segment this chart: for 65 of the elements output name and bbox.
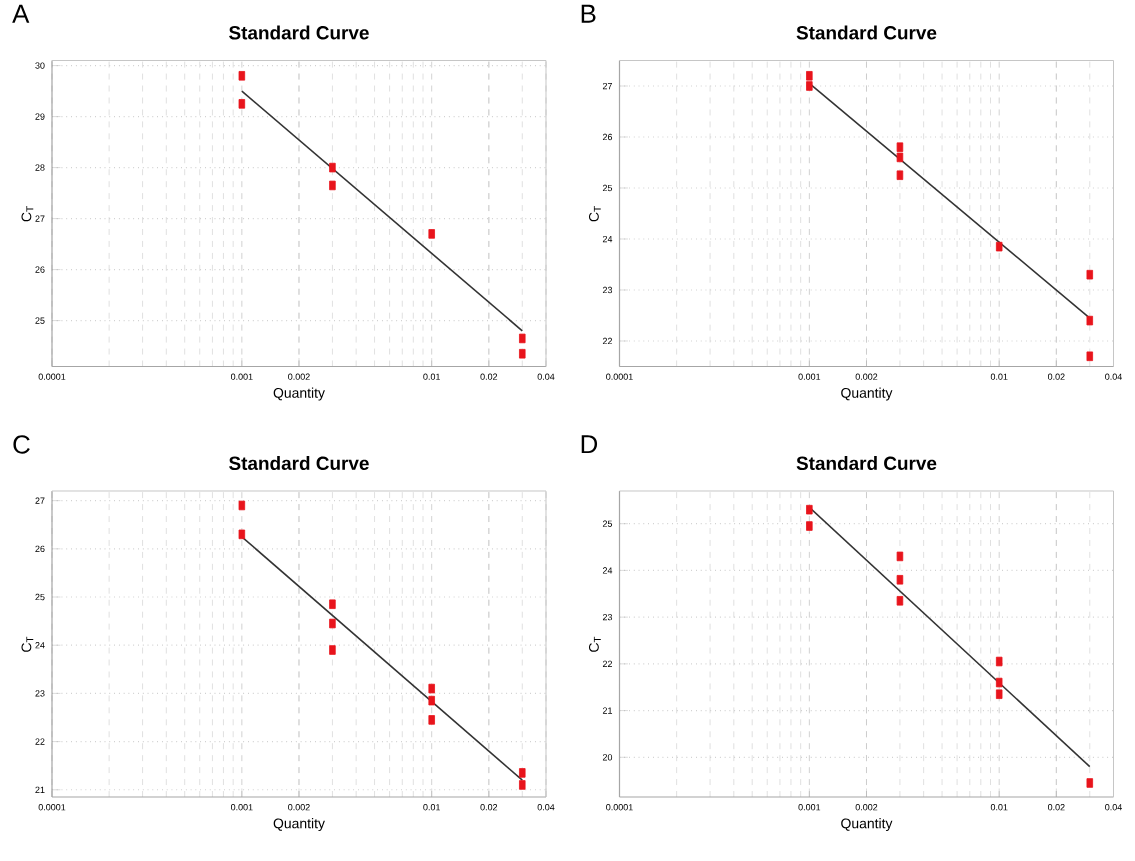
x-tick-label: 0.0001 <box>38 804 66 811</box>
y-axis-title: C$_{T}$ <box>21 206 34 222</box>
x-tick-label: 0.002 <box>855 373 878 380</box>
text: B <box>581 4 596 23</box>
y-axis-title: C$_{T}$ <box>588 636 601 652</box>
x-axis-title: Quantity <box>841 387 893 401</box>
x-tick-label: 0.02 <box>1047 373 1065 380</box>
y-tick-label: 23 <box>602 613 613 621</box>
y-tick-label: 28 <box>35 164 45 171</box>
y-tick-label: 29 <box>35 113 45 120</box>
x-tick-label: 0.001 <box>230 373 253 380</box>
x-tick-label: 0.001 <box>798 373 821 380</box>
y-axis-title: C$_{T}$ <box>588 206 601 222</box>
x-tick-label: 0.0001 <box>606 373 633 380</box>
chart-title: Standard Curve <box>796 25 937 40</box>
y-tick-label: 26 <box>602 133 613 141</box>
x-axis-title: Quantity <box>273 818 325 832</box>
x-tick-label: 0.0001 <box>606 804 633 811</box>
x-tick-label: 0.02 <box>480 804 498 811</box>
y-tick-label: 25 <box>602 184 613 192</box>
y-tick-label: 24 <box>602 235 613 243</box>
x-tick-label: 0.001 <box>798 804 821 811</box>
x-tick-label: 0.01 <box>423 804 440 811</box>
y-axis-title: C$_{T}$ <box>21 636 34 652</box>
x-axis-title: Quantity <box>841 818 893 832</box>
y-tick-label: 21 <box>35 786 45 793</box>
y-tick-label: 24 <box>35 642 45 649</box>
text: A <box>12 4 30 23</box>
y-tick-label: 21 <box>602 707 613 714</box>
x-tick-label: 0.01 <box>423 373 440 380</box>
x-tick-label: 0.002 <box>288 804 310 811</box>
y-tick-label: 20 <box>602 754 613 761</box>
x-axis-title: Quantity <box>273 387 325 401</box>
y-tick-label: 22 <box>35 738 45 745</box>
chart-title: Standard Curve <box>229 456 369 471</box>
y-tick-label: 22 <box>602 660 612 667</box>
text: D <box>581 435 598 454</box>
y-tick-label: 27 <box>602 82 612 90</box>
x-tick-label: 0.002 <box>855 804 878 811</box>
x-tick-label: 0.001 <box>230 804 253 811</box>
y-tick-label: 23 <box>602 286 613 294</box>
text: C <box>13 435 30 454</box>
y-tick-label: 30 <box>35 62 45 69</box>
x-tick-label: 0.01 <box>990 804 1008 811</box>
x-tick-label: 0.04 <box>537 373 555 380</box>
chart-title: Standard Curve <box>229 25 369 40</box>
y-tick-label: 22 <box>602 337 612 345</box>
y-tick-label: 25 <box>35 317 45 324</box>
y-tick-label: 25 <box>602 520 613 527</box>
x-tick-label: 0.04 <box>1105 804 1122 811</box>
x-tick-label: 0.04 <box>537 804 555 811</box>
x-tick-label: 0.01 <box>990 373 1008 380</box>
x-tick-label: 0.002 <box>288 373 310 380</box>
y-tick-label: 27 <box>35 497 45 504</box>
x-tick-label: 0.02 <box>1047 804 1065 811</box>
x-tick-label: 0.0001 <box>38 373 66 380</box>
chart-title: Standard Curve <box>796 456 937 471</box>
y-tick-label: 25 <box>35 593 45 601</box>
y-tick-label: 23 <box>35 690 45 697</box>
y-tick-label: 24 <box>602 567 613 574</box>
x-tick-label: 0.04 <box>1105 373 1122 380</box>
x-tick-label: 0.02 <box>480 373 498 380</box>
y-tick-label: 27 <box>35 215 45 222</box>
y-tick-label: 26 <box>35 545 45 552</box>
y-tick-label: 26 <box>35 266 45 273</box>
